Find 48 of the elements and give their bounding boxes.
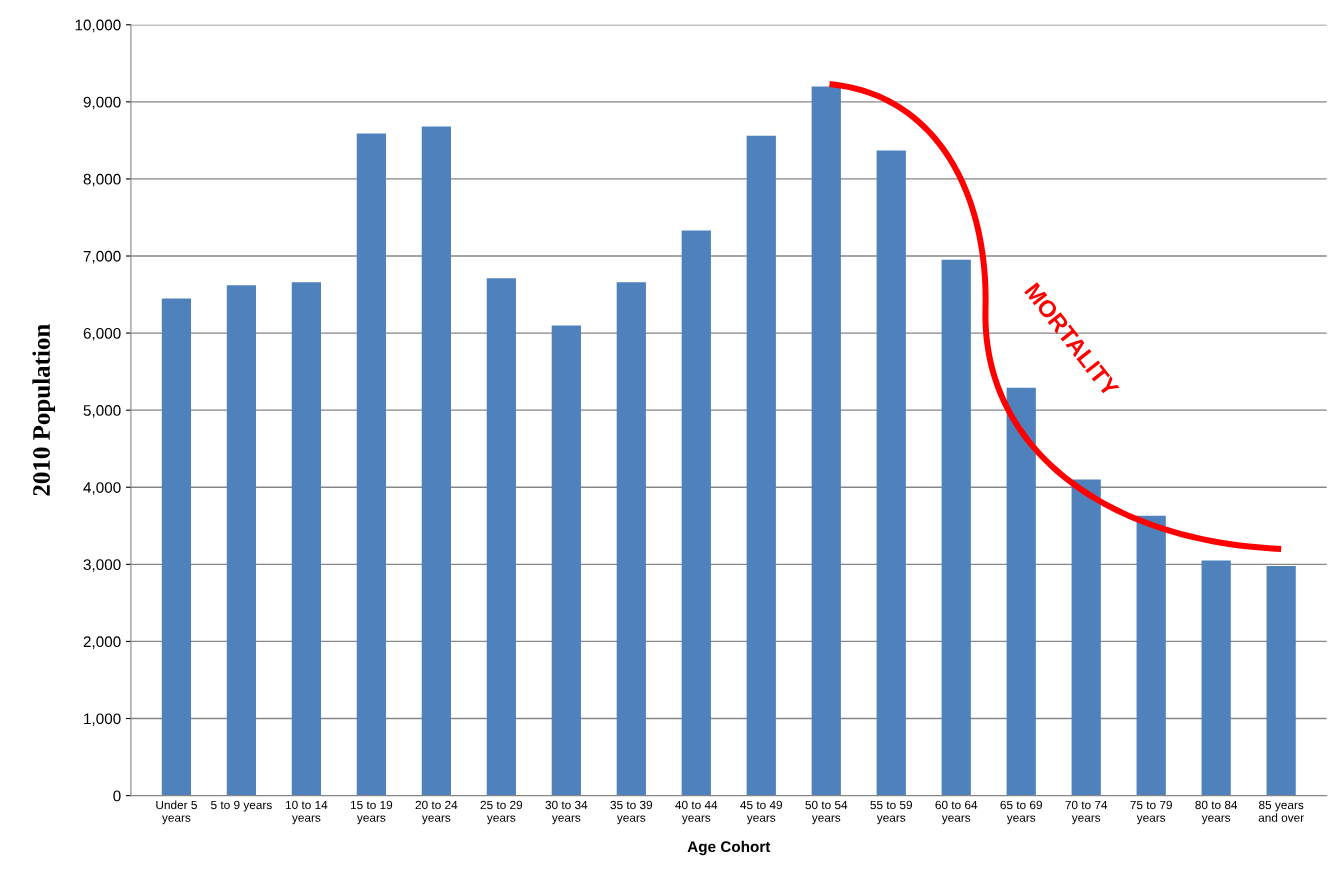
x-tick-label: 55 to 59 years xyxy=(870,800,913,825)
x-tick-label: Under 5 years xyxy=(156,800,197,825)
bar xyxy=(876,150,906,796)
y-tick-label: 5,000 xyxy=(83,405,121,418)
bar xyxy=(811,86,841,796)
bar xyxy=(226,285,257,796)
x-axis-title: Age Cohort xyxy=(687,840,771,856)
y-tick-label: 4,000 xyxy=(83,482,121,495)
x-tick-label: 50 to 54 years xyxy=(805,800,848,825)
bar xyxy=(421,126,451,796)
bar xyxy=(486,278,516,796)
x-tick-label: 20 to 24 years xyxy=(415,800,458,825)
x-tick-label: 70 to 74 years xyxy=(1065,800,1108,825)
x-tick-label: 75 to 79 years xyxy=(1130,800,1172,825)
bar xyxy=(746,135,776,796)
y-tick-label: 2,000 xyxy=(83,636,121,649)
bar xyxy=(1071,479,1101,796)
bar xyxy=(681,230,711,796)
y-axis-title: 2010 Population xyxy=(32,324,56,496)
bar xyxy=(356,133,386,796)
y-tick-label: 6,000 xyxy=(83,327,121,341)
x-tick-label: 35 to 39 years xyxy=(610,800,653,825)
x-tick-label: 10 to 14 years xyxy=(285,800,328,825)
bar xyxy=(616,282,646,796)
y-tick-label: 3,000 xyxy=(83,559,121,572)
x-tick-label: 85 years and over xyxy=(1258,800,1304,822)
x-tick-label: 5 to 9 years xyxy=(211,800,272,812)
y-tick-label: 7,000 xyxy=(83,250,121,264)
y-tick-label: 10,000 xyxy=(75,19,121,33)
x-tick-label: 80 to 84 years xyxy=(1195,800,1238,825)
x-tick-label: 60 to 64 years xyxy=(935,800,978,825)
bar xyxy=(1266,565,1296,796)
y-tick-label: 9,000 xyxy=(83,96,121,110)
bar xyxy=(941,259,971,796)
bar xyxy=(161,298,192,796)
x-tick-label: 40 to 44 years xyxy=(675,800,718,825)
x-tick-label: 30 to 34 years xyxy=(545,800,588,825)
bar xyxy=(1201,560,1231,796)
y-tick-label: 1,000 xyxy=(84,713,121,727)
bar xyxy=(551,325,581,796)
y-tick-label: 8,000 xyxy=(83,173,121,187)
y-tick-label: 0 xyxy=(113,790,121,802)
bar xyxy=(1136,515,1166,796)
x-tick-label: 45 to 49 years xyxy=(740,800,783,825)
x-tick-label: 15 to 19 years xyxy=(350,800,393,825)
x-tick-label: 65 to 69 years xyxy=(1000,800,1042,825)
x-tick-label: 25 to 29 years xyxy=(480,800,523,825)
bar xyxy=(291,282,322,796)
